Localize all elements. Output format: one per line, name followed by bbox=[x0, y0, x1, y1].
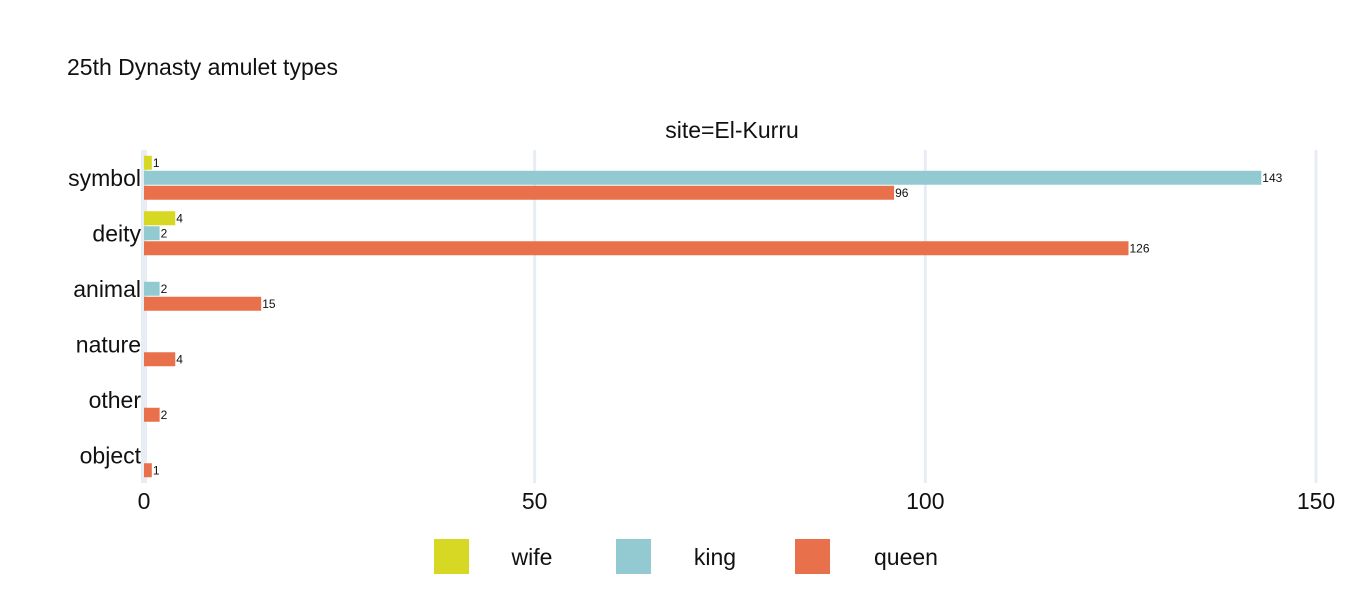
chart-subtitle: site=El-Kurru bbox=[665, 117, 799, 143]
data-label: 2 bbox=[161, 408, 168, 422]
x-tick-label: 0 bbox=[138, 488, 151, 514]
legend-swatch[interactable] bbox=[434, 539, 469, 574]
legend-label[interactable]: wife bbox=[511, 544, 553, 570]
bar bbox=[144, 211, 176, 226]
data-label: 2 bbox=[161, 226, 168, 240]
bar bbox=[144, 226, 160, 241]
bar bbox=[144, 281, 160, 296]
y-tick-label: object bbox=[80, 442, 142, 468]
y-tick-label: nature bbox=[76, 331, 141, 357]
data-label: 1 bbox=[153, 156, 160, 170]
axes: 0 50 100 150 symbol deity animal nature other obj… bbox=[68, 165, 1335, 514]
data-label: 143 bbox=[1262, 171, 1282, 185]
chart-title: 25th Dynasty amulet types bbox=[67, 54, 338, 80]
x-tick-label: 50 bbox=[522, 488, 548, 514]
y-tick-label: deity bbox=[92, 220, 141, 246]
data-label: 1 bbox=[153, 463, 160, 477]
legend-label[interactable]: queen bbox=[874, 544, 938, 570]
data-label: 126 bbox=[1129, 241, 1149, 255]
gridlines bbox=[141, 150, 1318, 483]
data-label: 2 bbox=[161, 282, 168, 296]
bar bbox=[144, 407, 160, 422]
bar bbox=[144, 296, 262, 311]
legend-label[interactable]: king bbox=[694, 544, 736, 570]
bar bbox=[144, 352, 176, 367]
bars bbox=[144, 155, 1262, 478]
data-label: 15 bbox=[262, 297, 276, 311]
legend-swatch[interactable] bbox=[616, 539, 651, 574]
x-tick-label: 150 bbox=[1297, 488, 1335, 514]
data-label: 4 bbox=[176, 211, 183, 225]
bar bbox=[144, 170, 1262, 185]
data-label: 4 bbox=[176, 352, 183, 366]
y-tick-label: animal bbox=[73, 276, 141, 302]
bar bbox=[144, 241, 1129, 256]
bar bbox=[144, 463, 152, 478]
data-label: 96 bbox=[895, 186, 909, 200]
bar bbox=[144, 185, 895, 200]
legend[interactable]: wife king queen bbox=[434, 539, 938, 574]
legend-swatch[interactable] bbox=[795, 539, 830, 574]
y-tick-label: other bbox=[89, 387, 142, 413]
x-tick-label: 100 bbox=[906, 488, 944, 514]
bar bbox=[144, 155, 152, 170]
y-tick-label: symbol bbox=[68, 165, 141, 191]
